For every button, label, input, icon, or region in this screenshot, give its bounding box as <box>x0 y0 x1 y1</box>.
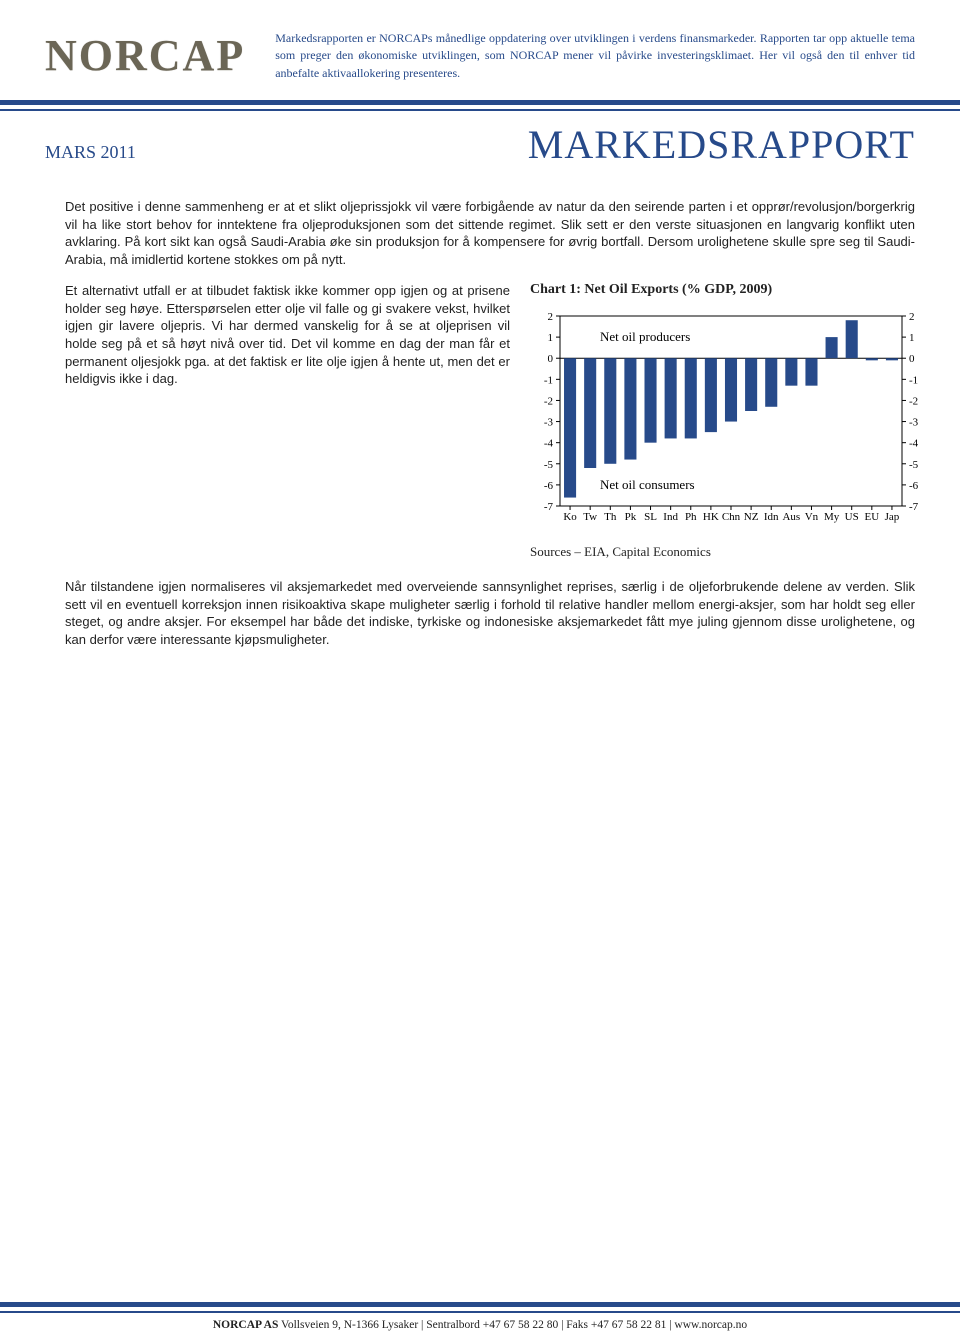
footer-rest: Vollsveien 9, N-1366 Lysaker | Sentralbo… <box>278 1319 747 1331</box>
svg-text:-4: -4 <box>544 438 554 450</box>
paragraph-2: Et alternativt utfall er at tilbudet fak… <box>65 282 510 387</box>
chart-title: Chart 1: Net Oil Exports (% GDP, 2009) <box>530 282 930 298</box>
paragraph-1: Det positive i denne sammenheng er at et… <box>65 198 915 268</box>
svg-text:2: 2 <box>548 311 554 323</box>
svg-text:-1: -1 <box>544 375 553 387</box>
svg-text:-2: -2 <box>544 396 553 408</box>
paragraph-3: Når tilstandene igjen normaliseres vil a… <box>65 578 915 648</box>
title-bar: MARS 2011 MARKEDSRAPPORT <box>0 111 960 168</box>
svg-text:0: 0 <box>548 354 554 366</box>
svg-text:-5: -5 <box>544 459 554 471</box>
svg-text:2: 2 <box>909 311 915 323</box>
chart-source: Sources – EIA, Capital Economics <box>530 544 930 560</box>
svg-text:US: US <box>845 511 859 523</box>
svg-text:-3: -3 <box>909 417 919 429</box>
svg-text:-7: -7 <box>544 501 554 513</box>
svg-text:-7: -7 <box>909 501 919 513</box>
content: Det positive i denne sammenheng er at et… <box>0 168 960 648</box>
svg-text:Pk: Pk <box>625 511 637 523</box>
svg-text:NZ: NZ <box>744 511 759 523</box>
header-intro: Markedsrapporten er NORCAPs månedlige op… <box>275 30 915 82</box>
svg-text:HK: HK <box>703 511 719 523</box>
svg-text:EU: EU <box>864 511 879 523</box>
row-text-chart: Et alternativt utfall er at tilbudet fak… <box>65 282 915 560</box>
svg-text:Ko: Ko <box>563 511 577 523</box>
left-column: Et alternativt utfall er at tilbudet fak… <box>65 282 510 387</box>
footer: NORCAP AS Vollsveien 9, N-1366 Lysaker |… <box>0 1302 960 1341</box>
report-date: MARS 2011 <box>45 142 136 163</box>
svg-text:-2: -2 <box>909 396 918 408</box>
svg-text:Net oil consumers: Net oil consumers <box>600 477 695 492</box>
svg-text:1: 1 <box>548 332 554 344</box>
footer-company: NORCAP AS <box>213 1319 279 1331</box>
svg-text:Idn: Idn <box>764 511 779 523</box>
header: NORCAP Markedsrapporten er NORCAPs måned… <box>0 0 960 92</box>
svg-text:Jap: Jap <box>885 511 900 523</box>
svg-text:-1: -1 <box>909 375 918 387</box>
svg-text:Ind: Ind <box>663 511 678 523</box>
chart-container: Chart 1: Net Oil Exports (% GDP, 2009) -… <box>530 282 930 560</box>
svg-text:Aus: Aus <box>782 511 800 523</box>
svg-text:Vn: Vn <box>805 511 819 523</box>
svg-text:My: My <box>824 511 840 523</box>
svg-text:Tw: Tw <box>583 511 597 523</box>
svg-text:-6: -6 <box>909 480 919 492</box>
svg-text:-3: -3 <box>544 417 554 429</box>
svg-text:Ph: Ph <box>685 511 697 523</box>
svg-text:Th: Th <box>604 511 617 523</box>
logo: NORCAP <box>45 30 245 81</box>
footer-band <box>0 1302 960 1307</box>
svg-text:Net oil producers: Net oil producers <box>600 329 690 344</box>
svg-text:1: 1 <box>909 332 915 344</box>
footer-text: NORCAP AS Vollsveien 9, N-1366 Lysaker |… <box>0 1313 960 1341</box>
svg-text:-4: -4 <box>909 438 919 450</box>
report-title: MARKEDSRAPPORT <box>528 121 915 168</box>
svg-text:-5: -5 <box>909 459 919 471</box>
svg-text:-6: -6 <box>544 480 554 492</box>
page: NORCAP Markedsrapporten er NORCAPs måned… <box>0 0 960 1341</box>
svg-text:SL: SL <box>644 511 657 523</box>
svg-text:Chn: Chn <box>722 511 741 523</box>
header-band <box>0 100 960 105</box>
net-oil-exports-chart: -7 -7 -6 -6 -5 -5 -4 -4 -3 -3 -2 -2 -1 -1 0 0 1 1 2 2 Ko Tw Th… <box>530 306 930 536</box>
svg-text:0: 0 <box>909 354 915 366</box>
